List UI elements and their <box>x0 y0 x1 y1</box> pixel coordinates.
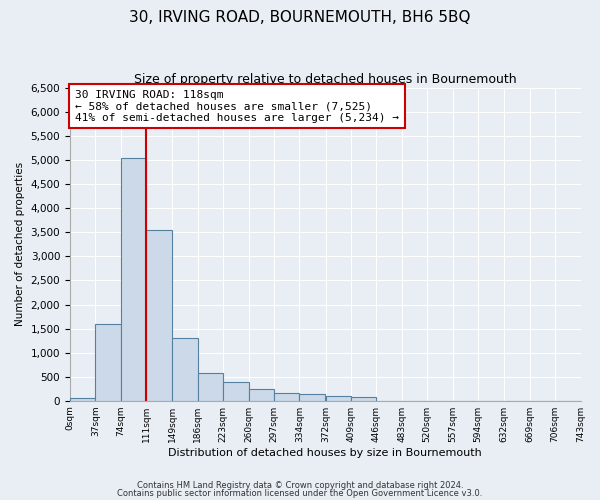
Text: Contains public sector information licensed under the Open Government Licence v3: Contains public sector information licen… <box>118 488 482 498</box>
Bar <box>70 398 95 400</box>
Title: Size of property relative to detached houses in Bournemouth: Size of property relative to detached ho… <box>134 72 517 86</box>
Bar <box>223 382 248 400</box>
Bar <box>198 374 223 400</box>
Bar <box>95 324 121 400</box>
Bar <box>172 338 198 400</box>
Text: 30 IRVING ROAD: 118sqm
← 58% of detached houses are smaller (7,525)
41% of semi-: 30 IRVING ROAD: 118sqm ← 58% of detached… <box>75 90 399 123</box>
Bar <box>326 396 351 400</box>
Bar <box>351 397 376 400</box>
Y-axis label: Number of detached properties: Number of detached properties <box>15 162 25 326</box>
Bar <box>299 394 325 400</box>
Bar <box>274 392 299 400</box>
Bar <box>121 158 146 400</box>
X-axis label: Distribution of detached houses by size in Bournemouth: Distribution of detached houses by size … <box>169 448 482 458</box>
Text: Contains HM Land Registry data © Crown copyright and database right 2024.: Contains HM Land Registry data © Crown c… <box>137 481 463 490</box>
Text: 30, IRVING ROAD, BOURNEMOUTH, BH6 5BQ: 30, IRVING ROAD, BOURNEMOUTH, BH6 5BQ <box>129 10 471 25</box>
Bar <box>248 388 274 400</box>
Bar <box>146 230 172 400</box>
